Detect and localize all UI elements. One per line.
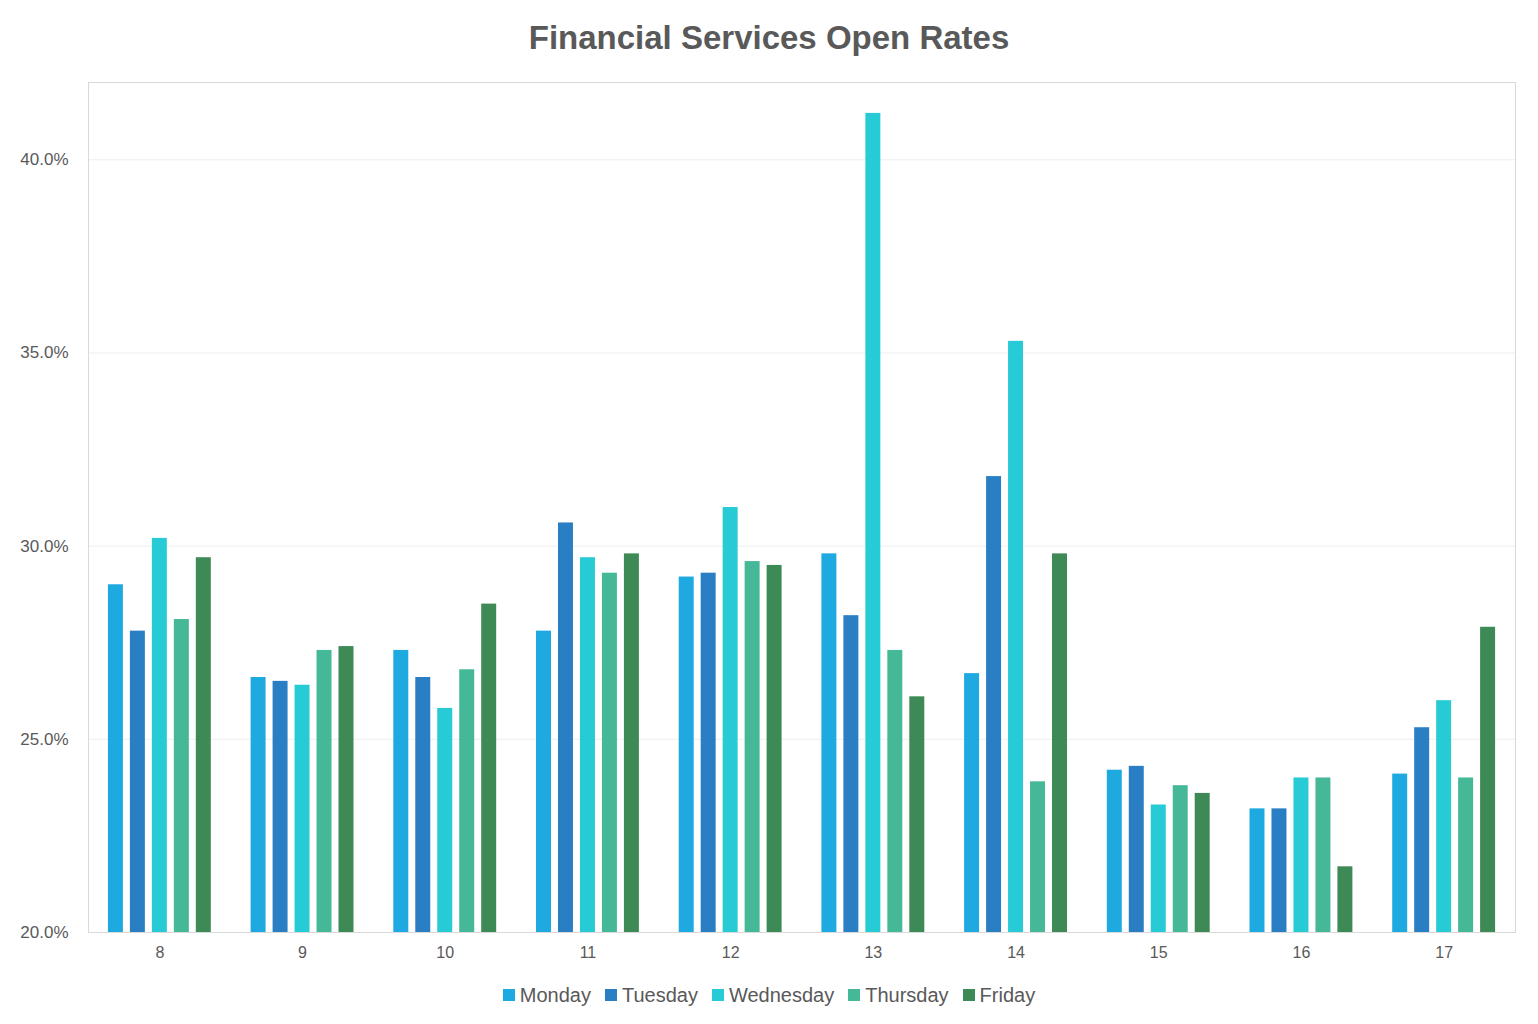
html-text:Financial Services Open Rates: Financial Services Open Rates bbox=[528, 19, 1010, 56]
svg-text:35.0%: 35.0% bbox=[20, 343, 68, 362]
svg-text:20.0%: 20.0% bbox=[20, 923, 68, 942]
html-text:Thursday: Thursday bbox=[865, 983, 949, 1006]
svg-text:10: 10 bbox=[436, 944, 454, 961]
svg-text:14: 14 bbox=[1007, 944, 1025, 961]
svg-text:12: 12 bbox=[722, 944, 740, 961]
svg-text:15: 15 bbox=[1150, 944, 1168, 961]
html-text:Friday: Friday bbox=[979, 983, 1036, 1006]
svg-text:25.0%: 25.0% bbox=[20, 730, 68, 749]
svg-text:11: 11 bbox=[580, 944, 597, 961]
html-text:Wednesday: Wednesday bbox=[729, 983, 835, 1006]
svg-text:30.0%: 30.0% bbox=[20, 537, 68, 556]
svg-text:16: 16 bbox=[1293, 944, 1311, 961]
svg-text:40.0%: 40.0% bbox=[20, 150, 68, 169]
svg-text:9: 9 bbox=[298, 944, 307, 961]
svg-text:13: 13 bbox=[864, 944, 882, 961]
html-text:Tuesday: Tuesday bbox=[622, 983, 698, 1006]
svg-text:17: 17 bbox=[1435, 944, 1453, 961]
html-text:Monday: Monday bbox=[519, 983, 591, 1006]
svg-text:8: 8 bbox=[155, 944, 164, 961]
